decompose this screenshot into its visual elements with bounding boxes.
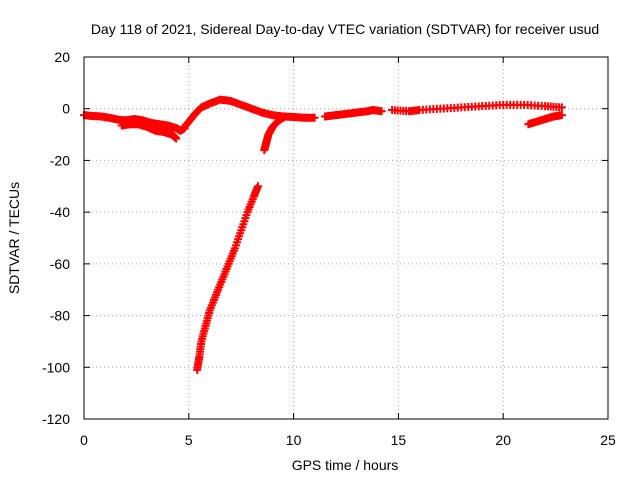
data-point bbox=[310, 113, 319, 122]
series-late-plateau bbox=[388, 100, 566, 116]
x-axis-label: GPS time / hours bbox=[292, 457, 399, 473]
x-tick-label: 10 bbox=[286, 432, 302, 448]
x-tick-label: 15 bbox=[391, 432, 407, 448]
y-axis-label: SDTVAR / TECUs bbox=[6, 182, 22, 294]
x-tick-label: 0 bbox=[80, 432, 88, 448]
axis-ticks: 0 5 10 15 20 25 20 0 -20 -40 -60 -80 -100 -120 bbox=[42, 49, 616, 448]
y-tick-label: -80 bbox=[50, 308, 70, 324]
x-tick-label: 25 bbox=[600, 432, 616, 448]
series-baseline-lower-band bbox=[117, 120, 181, 143]
data-point bbox=[253, 182, 262, 191]
y-tick-label: -40 bbox=[50, 204, 70, 220]
y-tick-label: -100 bbox=[42, 359, 70, 375]
x-tick-label: 20 bbox=[495, 432, 511, 448]
data-point bbox=[557, 103, 566, 112]
data-point bbox=[281, 112, 290, 121]
series-recovery-hook bbox=[260, 112, 290, 155]
data-point bbox=[172, 134, 181, 143]
y-tick-label: -20 bbox=[50, 152, 70, 168]
series-rise-and-bump bbox=[178, 95, 319, 134]
y-tick-label: -60 bbox=[50, 256, 70, 272]
y-tick-label: 20 bbox=[54, 49, 70, 65]
chart-title: Day 118 of 2021, Sidereal Day-to-day VTE… bbox=[91, 21, 599, 37]
data-point bbox=[377, 107, 386, 116]
plot-frame bbox=[83, 56, 609, 420]
data-point bbox=[557, 111, 566, 120]
series-sparse-mid bbox=[321, 106, 386, 121]
x-tick-label: 5 bbox=[185, 432, 193, 448]
y-tick-label: -120 bbox=[42, 411, 70, 427]
y-tick-label: 0 bbox=[62, 101, 70, 117]
series-late-dip bbox=[524, 111, 566, 129]
series-deep-drop-curve bbox=[193, 182, 262, 374]
data-points bbox=[80, 95, 566, 374]
